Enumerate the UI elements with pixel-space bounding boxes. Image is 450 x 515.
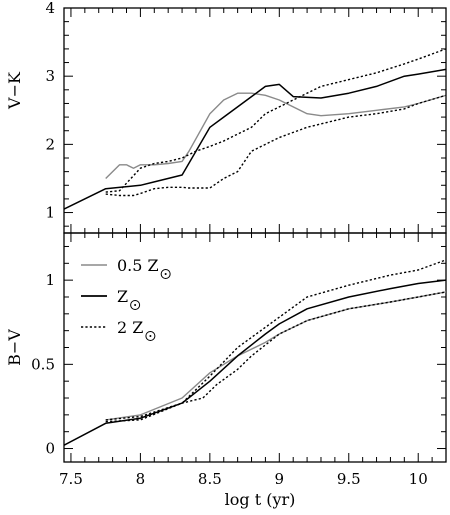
- bv-xtick-label: 9.5: [337, 470, 361, 488]
- bv-ylabel: B−V: [5, 329, 24, 366]
- bv-ytick-label: 0.5: [31, 355, 55, 373]
- legend-label-0: 0.5 Z: [117, 256, 159, 275]
- vk-series-1: [64, 68, 446, 210]
- bv-series-0: [105, 291, 446, 421]
- bv-xlabel: log t (yr): [225, 490, 296, 509]
- solar-symbol-icon: [145, 331, 156, 341]
- solar-symbol-dot-icon: [134, 304, 137, 306]
- bv-xtick-label: 7.5: [59, 470, 83, 488]
- bv-ytick-label: 1: [45, 271, 55, 289]
- bv-series-1: [64, 279, 446, 446]
- legend-label-2: 2 Z: [117, 318, 143, 337]
- vk-series-0: [105, 92, 446, 179]
- bv-xtick-label: 10: [409, 470, 428, 488]
- bv-panel: 0 0.5 1 7.5 8 8.5 9 9.5 10 B−V log t (yr): [5, 232, 447, 509]
- vk-ytick-label: 2: [45, 135, 55, 153]
- legend-label-1: Z: [117, 287, 128, 306]
- bv-series-3: [105, 291, 446, 423]
- vk-series-2: [105, 48, 446, 193]
- solar-symbol-icon: [130, 300, 141, 310]
- vk-frame: [63, 7, 447, 234]
- vk-panel: 1 2 3 4 V−K: [5, 0, 447, 234]
- vk-ylabel: V−K: [5, 71, 24, 110]
- solar-symbol-dot-icon: [164, 273, 167, 275]
- bv-xtick-label: 8.5: [198, 470, 222, 488]
- bv-xtick-label: 8: [136, 470, 146, 488]
- bv-series-2: [105, 259, 446, 421]
- solar-symbol-dot-icon: [149, 335, 152, 337]
- bv-ytick-label: 0: [45, 440, 55, 458]
- vk-series-3: [105, 94, 446, 197]
- bv-xtick-label: 9: [275, 470, 285, 488]
- vk-ytick-label: 1: [45, 204, 55, 222]
- solar-symbol-icon: [160, 269, 171, 279]
- vk-ytick-label: 4: [45, 0, 55, 17]
- legend: 0.5 Z Z 2 Z: [81, 256, 171, 341]
- vk-ytick-label: 3: [45, 67, 55, 85]
